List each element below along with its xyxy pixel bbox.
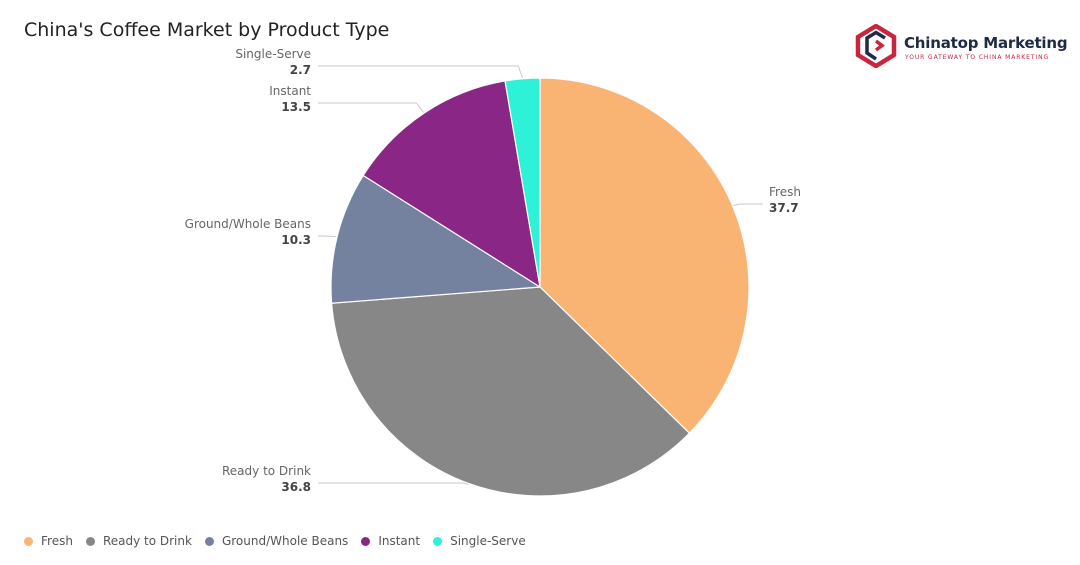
leader-line (318, 235, 337, 238)
chart-title: China's Coffee Market by Product Type (24, 19, 390, 41)
slice-category-label: Ground/Whole Beans (185, 217, 311, 231)
slice-value-label: 2.7 (290, 63, 311, 77)
legend-item-fresh[interactable]: Fresh (24, 534, 73, 548)
brand-tagline: YOUR GATEWAY TO CHINA MARKETING (905, 54, 1050, 61)
pie-slice-ready-to-drink[interactable] (330, 286, 691, 497)
slice-value-label: 10.3 (281, 233, 311, 247)
slice-category-label: Single-Serve (235, 47, 311, 61)
chinatop-logo-icon (855, 24, 897, 68)
pie-slice-single-serve[interactable] (504, 77, 541, 288)
leader-line (733, 203, 763, 207)
legend-dot (361, 536, 371, 546)
legend-item-single-serve[interactable]: Single-Serve (433, 534, 526, 548)
legend-label: Fresh (41, 534, 73, 548)
slice-value-label: 37.7 (769, 201, 799, 215)
legend-dot (85, 536, 95, 546)
slice-category-label: Instant (269, 84, 311, 98)
legend-dot (24, 536, 33, 546)
pie-slice-ground-whole-beans[interactable] (330, 174, 542, 304)
legend-label: Instant (378, 534, 421, 548)
pie-slice-instant[interactable] (362, 80, 541, 289)
legend-item-instant[interactable]: Instant (361, 534, 420, 548)
leader-line (318, 65, 523, 78)
slice-category-label: Fresh (769, 185, 801, 199)
legend-dot (433, 536, 443, 546)
slice-value-label: 36.8 (281, 480, 311, 494)
legend-label: Ready to Drink (102, 534, 192, 548)
pie-slice-fresh[interactable] (539, 77, 750, 435)
legend-item-ground-whole-beans[interactable]: Ground/Whole Beans (204, 534, 349, 548)
legend-dot (204, 536, 214, 546)
slice-value-label: 13.5 (281, 100, 311, 114)
brand-logo: Chinatop Marketing YOUR GATEWAY TO CHINA… (854, 24, 1068, 68)
brand-name: Chinatop Marketing (904, 34, 1068, 52)
leader-line (318, 102, 424, 113)
slice-category-label: Ready to Drink (222, 464, 311, 478)
legend-label: Ground/Whole Beans (221, 534, 349, 548)
legend-label: Single-Serve (450, 534, 526, 548)
leader-line (318, 482, 469, 485)
legend-item-ready-to-drink[interactable]: Ready to Drink (85, 534, 192, 548)
chart-legend: Fresh Ready to Drink Ground/Whole Beans … (24, 534, 539, 548)
